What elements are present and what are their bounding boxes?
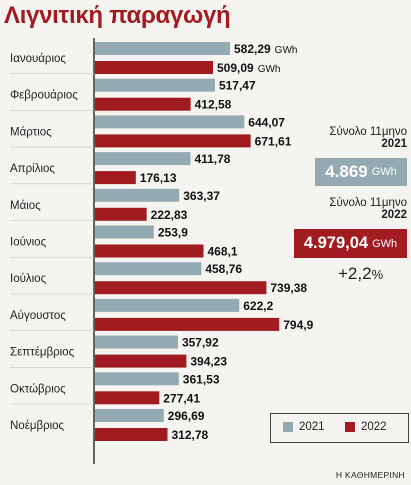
data-label-2022-9: 394,23 [190,355,227,369]
data-label-2021-10: 361,53 [183,372,220,386]
data-label-2021-9: 357,92 [182,336,219,350]
data-label-2021-7: 458,76 [205,262,242,276]
bar-2022-11 [95,428,168,441]
bar-2022-10 [95,391,160,405]
bar-2022-1 [95,61,214,74]
category-label: Οκτώβριος [10,383,66,395]
category-label: Ιανουάριος [10,53,66,65]
data-label-2021-3: 644,07 [248,115,285,129]
total-2022-label: Σύνολο 11μηνο 2022 [300,197,407,221]
bar-2022-2 [95,97,191,111]
category-label: Νοέμβριος [10,420,65,432]
bar-2021-10 [95,372,179,386]
data-label-unit: GWh [258,64,281,75]
legend: 2021 2022 [270,413,409,443]
data-label-2021-6: 253,9 [158,226,188,240]
bar-2021-6 [95,225,154,239]
total-2022-label-year: 2022 [381,209,407,221]
bar-2021-2 [95,78,215,92]
data-label-2022-10: 277,41 [163,391,200,405]
legend-label-2022: 2022 [361,421,387,433]
bar-2022-4 [95,171,136,185]
bar-2021-4 [95,152,191,166]
bar-2022-6 [95,244,204,258]
total-2021-box: 4.869 GWh [315,158,407,186]
bar-2021-1 [95,42,230,55]
legend-swatch-2022 [345,422,355,432]
category-label: Σεπτέμβριος [10,347,75,359]
bar-2021-7 [95,262,202,276]
total-2022-unit: GWh [372,237,398,250]
total-2021-unit: GWh [371,166,397,178]
data-label-2021-8: 622,2 [243,299,273,313]
data-label-2021-4: 411,78 [194,152,230,166]
bar-2022-3 [95,134,251,148]
data-label-2022-1: 509,09 [217,61,254,75]
bar-2022-8 [95,317,280,331]
data-label-2022-4: 176,13 [140,171,177,185]
data-label-2022-2: 412,58 [195,98,232,112]
data-label-2021-1: 582,29 [234,42,271,56]
bar-2021-5 [95,188,180,202]
category-label: Μάιος [10,200,41,212]
category-label: Ιούνιος [10,237,47,249]
legend-swatch-2021 [283,422,293,432]
category-label: Απρίλιος [10,163,55,175]
bar-2022-7 [95,281,267,295]
total-2021-label-year: 2021 [381,138,407,150]
chart-title: Λιγνιτική παραγωγή [4,2,231,29]
category-label: Μάρτιος [10,126,52,138]
category-label: Ιούλιος [10,273,47,285]
data-label-2021-2: 517,47 [219,79,256,93]
change-percent-sign: % [371,267,384,282]
bar-2021-8 [95,298,240,312]
legend-label-2021: 2021 [299,421,325,433]
data-label-2022-6: 468,1 [208,245,238,259]
total-2021-label: Σύνολο 11μηνο 2021 [300,126,407,150]
data-label-2022-5: 222,83 [151,208,188,222]
source-credit: Η ΚΑΘΗΜΕΡΙΝΗ [335,470,405,480]
bar-2021-9 [95,335,178,349]
bar-2021-11 [95,409,164,422]
data-label-2022-3: 671,61 [255,134,292,148]
data-label-2021-11: 296,69 [168,409,205,423]
bar-2022-9 [95,354,187,368]
bar-2022-5 [95,207,147,221]
total-2021-label-prefix: Σύνολο 11μηνο [329,126,407,138]
data-label-2022-7: 739,38 [270,281,307,295]
change-value: +2,2 [338,264,372,283]
data-label-unit: GWh [275,45,298,56]
total-2022-box: 4.979,04 GWh [294,229,407,258]
data-label-2022-11: 312,78 [172,428,209,442]
data-label-2022-8: 794,9 [283,318,313,332]
category-label: Φεβρουάριος [10,90,78,102]
total-2022-label-prefix: Σύνολο 11μηνο [329,197,407,209]
bar-2021-3 [95,115,245,129]
category-label: Αύγουστος [10,310,66,322]
total-2021-value: 4.869 [325,162,368,181]
total-2022-value: 4.979,04 [303,234,369,252]
change-indicator: +2,2% [338,264,383,284]
data-label-2021-5: 363,37 [183,189,220,203]
